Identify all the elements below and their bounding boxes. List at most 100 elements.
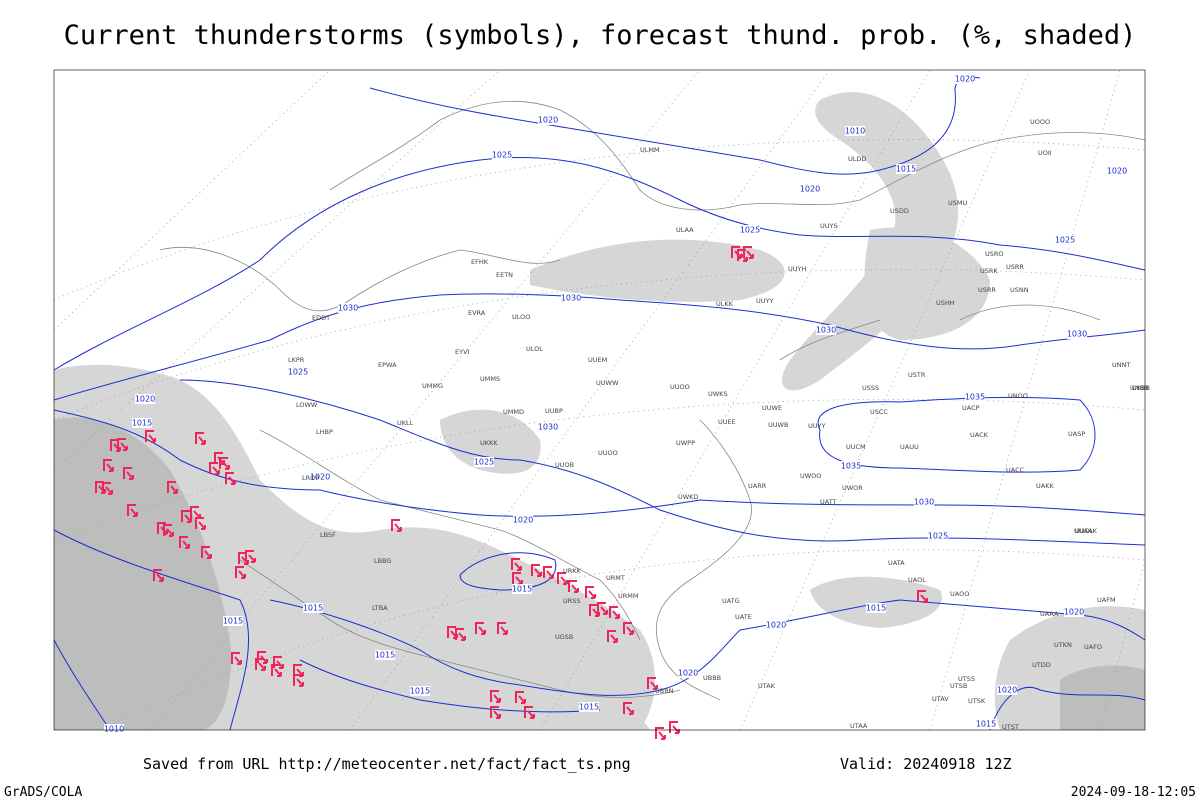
thunderstorm-symbol [455, 628, 466, 641]
station-label: URKK [563, 567, 582, 575]
isobar-label: 1020 [678, 669, 698, 678]
isobar-label-bg [955, 74, 975, 84]
station-label: LBSF [320, 531, 336, 539]
thunderstorm-symbol [195, 432, 206, 445]
thunderstorm-symbol [255, 658, 266, 671]
station-label: UTDD [1032, 661, 1051, 669]
station-label: UUYY [756, 297, 773, 305]
station-label: UATE [735, 613, 752, 621]
isobar-label: 1015 [579, 703, 599, 712]
isobar-label-bg [288, 367, 308, 377]
station-label: UATA [888, 559, 905, 567]
station-label: UMMG [422, 382, 443, 390]
station-label: EYVI [455, 348, 470, 356]
station-label: USRO [985, 250, 1004, 258]
thunderstorm-symbol [179, 536, 190, 549]
thunderstorm-symbol [490, 706, 501, 719]
station-label: URMM [618, 592, 639, 600]
station-label: EVRA [468, 309, 486, 317]
isobar-label: 1015 [223, 617, 243, 626]
isobar-label-bg [310, 472, 330, 482]
station-label: UUEM [588, 356, 607, 364]
station-label: LKPR [288, 356, 305, 364]
isobar-label-bg [896, 164, 916, 174]
station-label: LBBG [374, 557, 391, 565]
thunderstorm-symbol [655, 727, 666, 740]
thunderstorm-symbol [543, 566, 554, 579]
isobar-label-bg [914, 497, 934, 507]
station-label: UGSB [555, 633, 573, 641]
isobar-label: 1030 [561, 294, 581, 303]
isobar-label: 1020 [766, 621, 786, 630]
station-label: UWOO [800, 472, 821, 480]
isobar-label: 1030 [816, 326, 836, 335]
station-label: UUOO [598, 449, 618, 457]
isobar-label-bg [800, 184, 820, 194]
thunderstorm-symbol [103, 459, 114, 472]
isobar-label-bg [1064, 607, 1084, 617]
isobar-label: 1010 [845, 127, 865, 136]
station-label: UTAK [758, 682, 776, 690]
isobar-label-bg [866, 603, 886, 613]
station-label: UTSS [958, 675, 975, 683]
isobar-label: 1020 [1107, 167, 1127, 176]
isobar-label-bg [678, 668, 698, 678]
isobar-label-bg [766, 620, 786, 630]
thunderstorm-symbol [531, 564, 542, 577]
isobar-label: 1035 [965, 393, 985, 402]
station-label: URSS [563, 597, 581, 605]
isobar-label: 1030 [914, 498, 934, 507]
station-label: ULKK [716, 300, 734, 308]
isobar-label-bg [223, 616, 243, 626]
station-label: UUCM [846, 443, 866, 451]
isobar-label-bg [816, 325, 836, 335]
thunderstorm-symbol [597, 602, 608, 615]
station-label: LROP [302, 474, 319, 482]
station-label: UAAA [1040, 610, 1059, 618]
thunderstorm-symbol [181, 510, 192, 523]
isobar-label-bg [1067, 329, 1087, 339]
station-label: UWPP [676, 439, 695, 447]
thunderstorm-symbol [123, 467, 134, 480]
station-label: UWKD [678, 493, 698, 501]
isobar-label: 1025 [928, 532, 948, 541]
map-labels: 1020 1020 1025 1010 1015 1020 1020 1025 1025 1030… [104, 74, 1150, 734]
thunderstorm-symbol [623, 622, 634, 635]
station-label: USRK [980, 267, 998, 275]
thunderstorm-symbol [163, 524, 174, 537]
station-label: UWKS [708, 390, 728, 398]
thunderstorm-symbol [557, 572, 568, 585]
isobar-label: 1015 [896, 165, 916, 174]
station-label: UAOO [950, 590, 969, 598]
isobars [53, 76, 1146, 731]
station-label: UNBB [1130, 384, 1149, 392]
isobar-label-bg [375, 650, 395, 660]
thunderstorm-symbol [245, 550, 256, 563]
station-label: UUAAK [1074, 527, 1098, 535]
thunderstorm-symbol [293, 664, 304, 677]
isobar-label: 1030 [538, 423, 558, 432]
isobar-label: 1020 [538, 116, 558, 125]
station-label: UUYY [808, 422, 825, 430]
station-label: USTR [908, 371, 926, 379]
station-label: LOWW [296, 401, 318, 409]
thunderstorm-symbol [743, 246, 754, 259]
thunderstorm-symbol [585, 586, 596, 599]
isobar-label: 1025 [288, 368, 308, 377]
thunderstorm-symbol [102, 482, 113, 495]
station-label: EETN [496, 271, 513, 279]
graticule [53, 69, 1146, 731]
isobar-label-bg [965, 392, 985, 402]
station-label: UMMD [503, 408, 524, 416]
probability-shading [54, 92, 1145, 730]
isobar-label: 1020 [135, 395, 155, 404]
thunderstorm-symbol [293, 674, 304, 687]
thunderstorm-symbol [623, 702, 634, 715]
thunderstorm-symbol [391, 519, 402, 532]
isobar-label: 1020 [1064, 608, 1084, 617]
thunderstorm-symbol [490, 690, 501, 703]
station-label: UARR [748, 482, 767, 490]
station-label: UACC [1006, 466, 1025, 474]
isobar-label-bg [928, 531, 948, 541]
station-label: ULOO [512, 313, 530, 321]
